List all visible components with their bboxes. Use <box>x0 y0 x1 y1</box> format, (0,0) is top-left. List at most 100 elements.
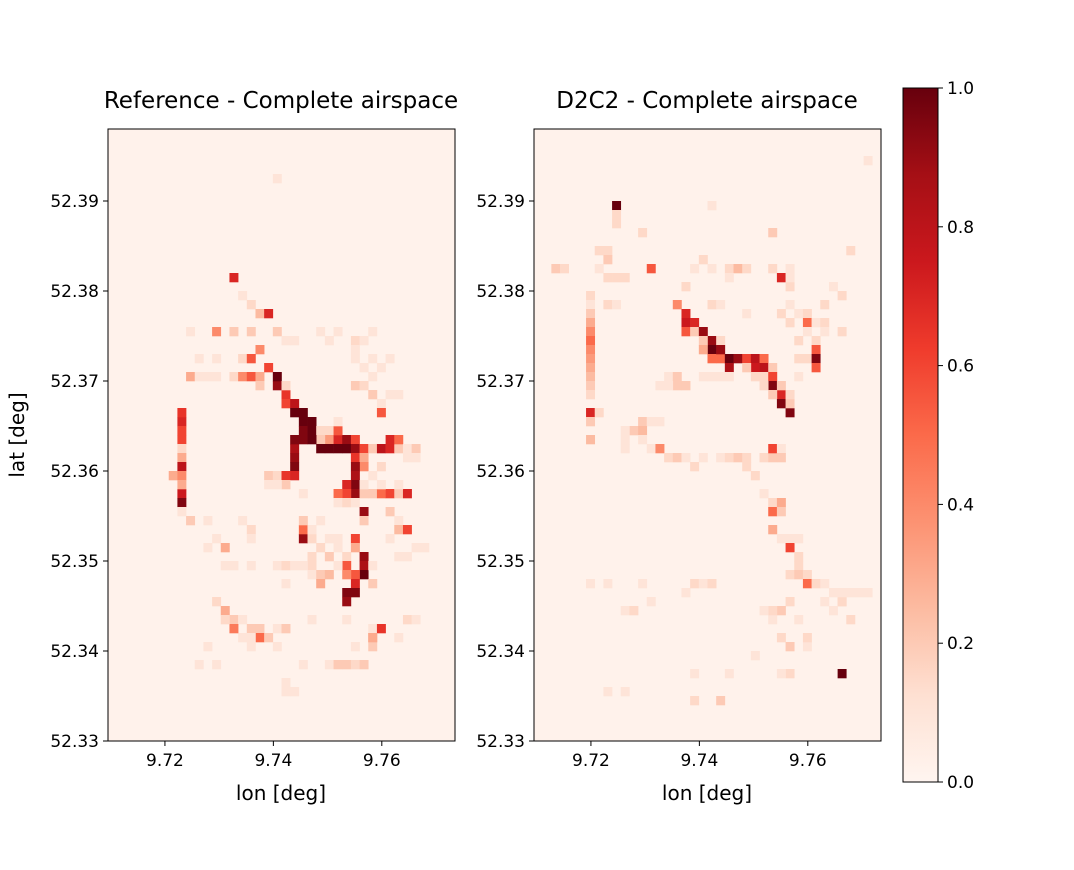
heatmap-cell <box>255 309 265 319</box>
heatmap-cell <box>402 489 412 499</box>
heatmap-cell <box>698 345 708 355</box>
heatmap-cell <box>759 372 769 382</box>
heatmap-cell <box>681 381 691 391</box>
heatmap-cell <box>724 354 734 364</box>
heatmap-cell <box>742 264 752 274</box>
heatmap-cell <box>603 246 613 256</box>
heatmap-cell <box>603 579 613 589</box>
heatmap-cell <box>750 363 760 373</box>
heatmap-cell <box>324 534 334 544</box>
heatmap-cell <box>316 543 326 553</box>
heatmap-cell <box>272 327 282 337</box>
heatmap-cell <box>333 426 343 436</box>
heatmap-cell <box>612 300 622 310</box>
heatmap-cell <box>672 300 682 310</box>
heatmap-cell <box>707 354 717 364</box>
heatmap-cell <box>316 570 326 580</box>
colorbar-tick-label: 0.6 <box>947 357 974 377</box>
heatmap-cell <box>350 588 360 598</box>
heatmap-cell <box>776 309 786 319</box>
heatmap-cell <box>638 228 648 238</box>
heatmap-cell <box>698 327 708 337</box>
heatmap-cell <box>586 372 596 382</box>
heatmap-cell <box>342 498 352 508</box>
heatmap-cell <box>290 399 300 409</box>
heatmap-cell <box>281 381 291 391</box>
heatmap-cell <box>690 327 700 337</box>
heatmap-cell <box>350 534 360 544</box>
heatmap-cell <box>359 552 369 562</box>
y-tick-label: 52.38 <box>476 282 525 302</box>
heatmap-cell <box>281 471 291 481</box>
heatmap-cell <box>220 561 230 571</box>
heatmap-cell <box>342 561 352 571</box>
heatmap-cell <box>186 516 196 526</box>
heatmap-cell <box>742 363 752 373</box>
heatmap-cell <box>560 264 569 274</box>
heatmap-cell <box>620 606 630 616</box>
colorbar-tick-label: 0.0 <box>947 773 974 793</box>
heatmap-cell <box>368 633 378 643</box>
heatmap-cell <box>707 264 717 274</box>
heatmap-cell <box>333 498 343 508</box>
heatmap-cell <box>255 381 265 391</box>
heatmap-cell <box>681 282 691 292</box>
heatmap-cell <box>820 327 830 337</box>
heatmap-cell <box>350 462 360 472</box>
heatmap-cell <box>394 390 404 400</box>
heatmap-cell <box>724 453 734 463</box>
heatmap-cell <box>342 570 352 580</box>
heatmap-cell <box>229 273 239 283</box>
heatmap-cell <box>333 534 343 544</box>
heatmap-cell <box>750 471 760 481</box>
heatmap-cell <box>316 435 326 445</box>
plot-frame <box>533 128 882 742</box>
heatmap-cell <box>828 588 838 598</box>
heatmap-cell <box>716 336 726 346</box>
heatmap-cell <box>776 633 786 643</box>
heatmap-cell <box>368 561 378 571</box>
heatmap-cell <box>698 453 708 463</box>
heatmap-cell <box>290 453 300 463</box>
heatmap-cell <box>342 588 352 598</box>
heatmap-cell <box>255 633 265 643</box>
heatmap-cell <box>342 660 352 670</box>
y-axis-label: lat [deg] <box>5 392 29 477</box>
colorbar: 0.0 0.2 0.4 0.6 0.8 1.0 <box>902 79 974 793</box>
heatmap-cell <box>690 462 700 472</box>
heatmap-cell <box>220 543 230 553</box>
heatmap-cell <box>411 453 421 463</box>
heatmap-cell <box>586 390 596 400</box>
y-axis-ticks: 52.33 52.34 52.35 52.36 52.37 52.38 52.39 <box>476 192 534 752</box>
heatmap-cell <box>620 687 630 697</box>
heatmap-cell <box>698 336 708 346</box>
heatmap-cell <box>376 363 386 373</box>
heatmap-cell <box>238 516 248 526</box>
heatmap-cell <box>342 435 352 445</box>
heatmap-cell <box>776 669 786 679</box>
heatmap-cell <box>794 336 804 346</box>
heatmap-cell <box>385 354 395 364</box>
heatmap-cell <box>394 444 404 454</box>
heatmap-cell <box>551 264 561 274</box>
heatmap-cell <box>768 498 778 508</box>
heatmap-cell <box>324 660 334 670</box>
heatmap-cell <box>333 417 343 427</box>
heatmap-cell <box>768 525 778 535</box>
heatmap-cell <box>238 633 248 643</box>
heatmap-cell <box>785 399 795 409</box>
heatmap-cell <box>646 417 656 427</box>
heatmap-cell <box>177 507 187 517</box>
heatmap-cell <box>811 354 821 364</box>
heatmap-cell <box>333 435 343 445</box>
heatmap-cell <box>368 642 378 652</box>
x-tick-label: 9.72 <box>146 751 184 771</box>
heatmap-cell <box>698 579 708 589</box>
heatmap-cell <box>716 372 726 382</box>
heatmap-cell <box>281 390 291 400</box>
heatmap-cell <box>385 489 395 499</box>
heatmap-cell <box>359 480 369 490</box>
heatmap-cell <box>246 624 256 634</box>
heatmap-cell <box>707 579 717 589</box>
heatmap-cell <box>350 471 360 481</box>
